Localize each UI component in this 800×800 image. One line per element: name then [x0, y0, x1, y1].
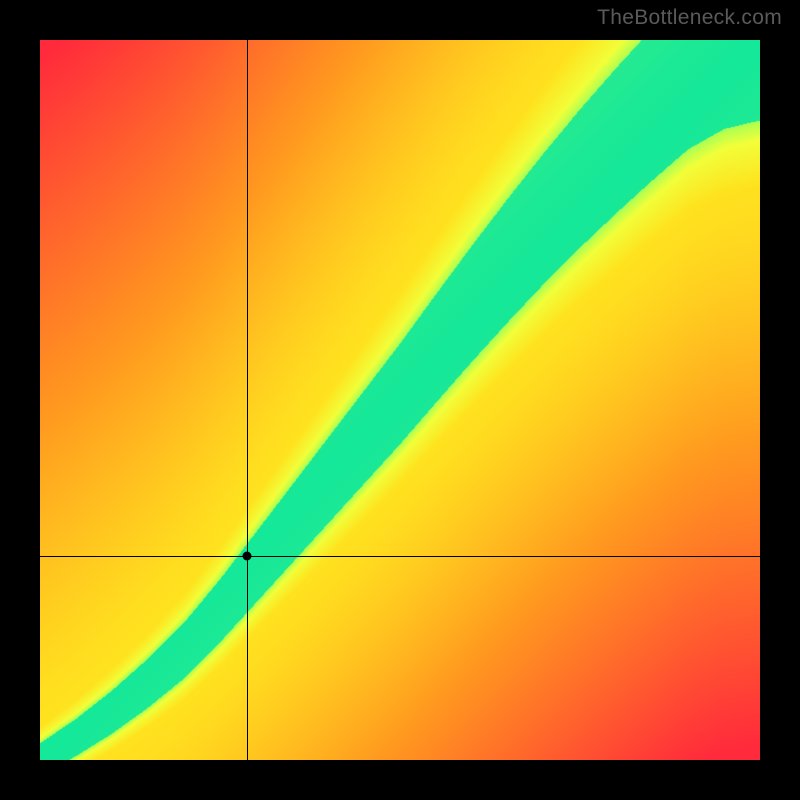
crosshair-vertical: [247, 40, 248, 760]
watermark-text: TheBottleneck.com: [597, 6, 782, 30]
marker-dot: [243, 552, 252, 561]
plot-area: [40, 40, 760, 760]
crosshair-horizontal: [40, 556, 760, 557]
heatmap-canvas: [40, 40, 760, 760]
